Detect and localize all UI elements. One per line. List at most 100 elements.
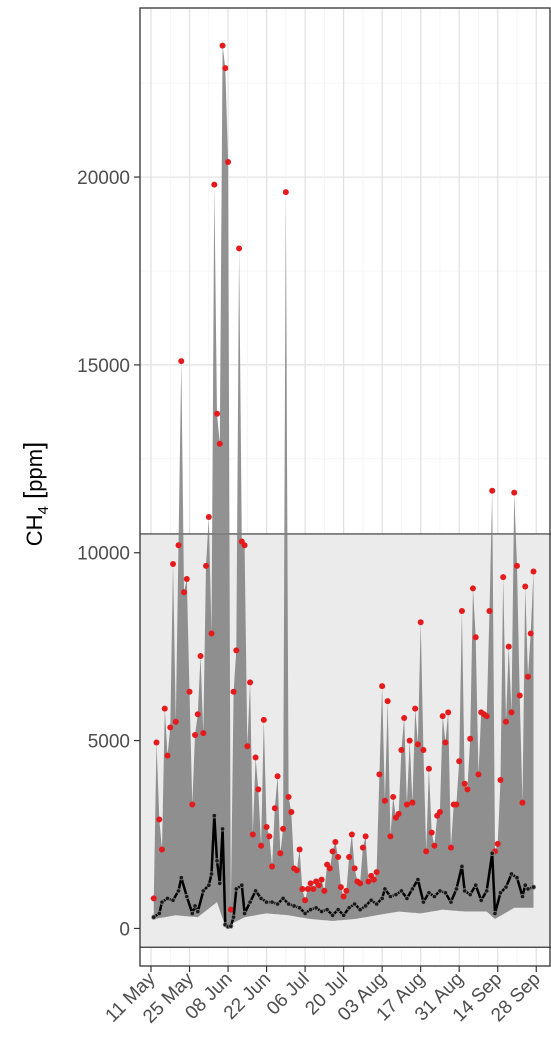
- median-point: [508, 871, 515, 877]
- max-point: [296, 846, 303, 853]
- median-point: [274, 901, 281, 907]
- max-point: [156, 816, 163, 823]
- median-point: [239, 882, 245, 888]
- median-point: [489, 850, 495, 856]
- median-point: [200, 888, 206, 894]
- max-point: [293, 867, 300, 874]
- max-point: [348, 831, 355, 838]
- max-point: [189, 801, 196, 808]
- max-point: [183, 576, 190, 583]
- max-point: [502, 718, 509, 725]
- max-point: [346, 854, 353, 861]
- max-point: [269, 863, 276, 870]
- median-point: [522, 882, 528, 888]
- y-tick-label: 10000: [77, 544, 130, 565]
- median-point: [184, 893, 190, 900]
- max-point: [241, 542, 248, 549]
- max-point: [417, 619, 424, 626]
- median-point: [497, 890, 504, 896]
- panel-border: [139, 7, 551, 967]
- max-point: [304, 885, 311, 892]
- y-axis-title: CH4 [ppm]: [18, 442, 52, 547]
- max-point: [200, 730, 207, 737]
- max-point: [500, 574, 507, 581]
- median-point: [252, 888, 259, 894]
- max-point: [332, 839, 339, 846]
- max-point: [505, 643, 512, 650]
- max-point: [219, 42, 226, 49]
- max-point: [464, 786, 471, 793]
- median-point: [478, 897, 484, 903]
- max-point: [522, 583, 529, 590]
- median-point: [247, 899, 253, 905]
- median-point: [285, 901, 292, 907]
- median-points: [151, 813, 537, 930]
- max-point: [244, 743, 251, 750]
- max-point: [439, 713, 446, 720]
- median-point: [467, 892, 473, 898]
- median-point: [448, 899, 454, 905]
- median-point: [442, 890, 449, 896]
- max-point: [343, 887, 350, 894]
- median-point: [503, 884, 509, 890]
- max-point: [222, 65, 229, 72]
- median-point: [437, 888, 443, 894]
- max-point: [236, 245, 243, 252]
- max-point: [527, 630, 534, 637]
- range-area: [153, 45, 534, 927]
- max-point: [373, 869, 380, 876]
- max-point: [461, 780, 468, 787]
- median-point: [415, 876, 421, 883]
- max-point: [508, 709, 515, 716]
- median-point: [195, 908, 201, 915]
- median-point: [280, 895, 286, 901]
- median-point: [302, 910, 308, 917]
- max-point: [494, 840, 501, 847]
- max-point: [384, 698, 391, 705]
- max-point: [175, 542, 182, 549]
- max-point: [412, 705, 419, 712]
- median-point: [398, 888, 405, 894]
- max-point: [420, 746, 427, 753]
- median-point: [159, 899, 165, 905]
- max-point: [288, 808, 295, 815]
- max-point: [475, 771, 482, 778]
- median-point: [151, 914, 157, 920]
- max-point: [310, 885, 317, 892]
- max-point: [150, 895, 157, 902]
- max-point: [205, 514, 212, 521]
- y-tick-label: 0: [119, 919, 130, 940]
- max-point: [467, 735, 474, 742]
- max-point: [387, 833, 394, 840]
- max-point: [458, 607, 465, 614]
- max-point: [423, 848, 430, 855]
- max-point: [274, 773, 281, 780]
- max-point: [211, 181, 218, 188]
- median-point: [308, 907, 314, 913]
- max-point: [285, 793, 292, 800]
- median-point: [189, 910, 195, 917]
- median-point: [341, 912, 347, 918]
- max-point: [197, 653, 204, 660]
- median-point: [492, 910, 498, 917]
- median-point: [175, 888, 182, 894]
- max-point: [326, 865, 333, 872]
- max-point: [357, 880, 364, 887]
- median-point: [258, 895, 264, 901]
- median-point: [178, 875, 184, 881]
- median-point: [269, 899, 275, 905]
- max-point: [442, 739, 449, 746]
- max-point: [395, 810, 402, 817]
- max-point: [258, 842, 265, 849]
- max-point: [428, 829, 435, 836]
- max-point: [263, 823, 270, 830]
- max-point: [307, 880, 314, 887]
- max-point: [406, 737, 413, 744]
- max-point: [318, 876, 325, 883]
- y-tick-label: 5000: [88, 732, 130, 753]
- max-point: [153, 739, 160, 746]
- max-point: [194, 711, 201, 718]
- max-point: [225, 159, 232, 166]
- max-point: [255, 786, 262, 793]
